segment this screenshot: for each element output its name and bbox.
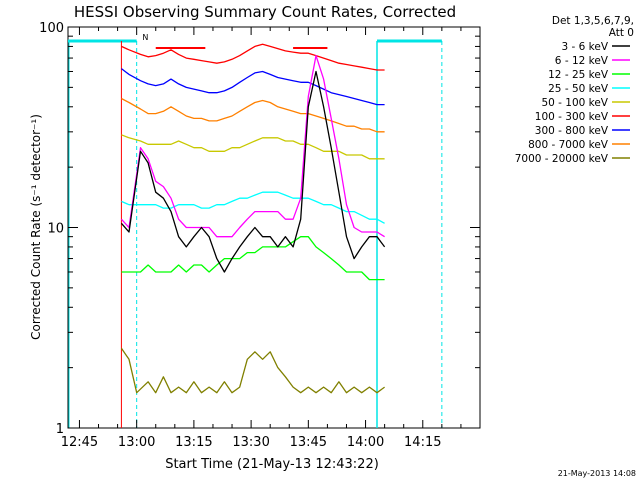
legend-entry-label: 800 - 7000 keV (528, 139, 609, 151)
y-tick-label: 10 (47, 222, 64, 237)
y-axis-label: Corrected Count Rate (s⁻¹ detector⁻¹) (29, 114, 43, 340)
legend-header: Att 0 (609, 27, 634, 39)
legend-entry-label: 25 - 50 keV (548, 83, 609, 95)
y-tick-label: 1 (56, 422, 64, 437)
legend-entry-label: 12 - 25 keV (548, 69, 609, 81)
x-tick-label: 12:45 (61, 435, 98, 450)
series-line-7 (121, 68, 385, 106)
legend-header: Det 1,3,5,6,7,9, (552, 15, 634, 27)
x-tick-label: 13:30 (232, 435, 269, 450)
series-line-9 (120, 347, 385, 394)
y-tick-label: 100 (39, 21, 64, 36)
x-axis-label: Start Time (21-May-13 12:43:22) (165, 457, 379, 472)
chart-title: HESSI Observing Summary Count Rates, Cor… (74, 3, 456, 21)
x-tick-label: 13:00 (118, 435, 155, 450)
series-line-8 (121, 97, 385, 133)
legend-entry-label: 50 - 100 keV (541, 97, 608, 109)
series-line-6 (121, 43, 385, 71)
annotation-n: N (142, 33, 148, 42)
legend-entry-label: 6 - 12 keV (555, 55, 609, 67)
series-line-5 (121, 134, 385, 160)
x-tick-label: 13:15 (175, 435, 212, 450)
legend-entry-label: 100 - 300 keV (535, 111, 609, 123)
legend-entry-label: 300 - 800 keV (535, 125, 609, 137)
legend: Det 1,3,5,6,7,9,Att 03 - 6 keV 6 - 12 keV… (515, 15, 634, 165)
series-line-1 (120, 70, 386, 273)
series-line-3 (121, 236, 385, 281)
series-line-2 (120, 54, 385, 238)
legend-entry-label: 3 - 6 keV (561, 41, 608, 53)
x-tick-label: 13:45 (290, 435, 327, 450)
footer-date: 21-May-2013 14:08 (558, 469, 636, 478)
x-tick-label: 14:00 (347, 435, 384, 450)
x-tick-label: 14:15 (404, 435, 441, 450)
legend-entry-label: 7000 - 20000 keV (515, 153, 609, 165)
